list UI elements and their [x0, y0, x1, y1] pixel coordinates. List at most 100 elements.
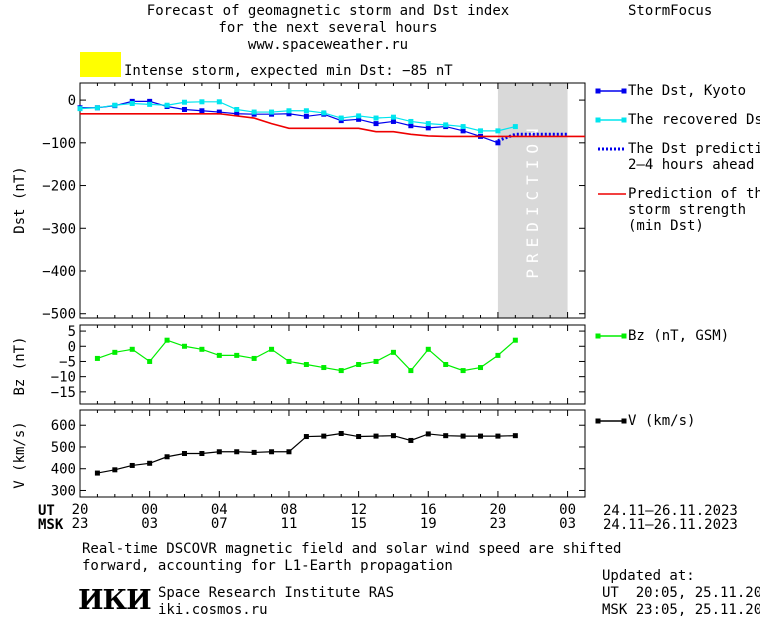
data-point	[164, 454, 170, 460]
data-point	[251, 449, 257, 455]
msk-date-range: 24.11–26.11.2023	[603, 517, 738, 533]
institute-site-link[interactable]: iki.cosmos.ru	[158, 602, 268, 618]
data-point	[94, 105, 100, 111]
y-tick-label: 400	[51, 462, 76, 478]
data-point	[216, 449, 222, 455]
ut-tick-label: 04	[211, 502, 228, 518]
series-line-0	[97, 432, 516, 474]
data-point	[495, 352, 501, 358]
ut-tick-label: 20	[72, 502, 89, 518]
data-point	[425, 125, 431, 131]
data-point	[460, 368, 466, 374]
legend-glyph-bz-marker	[621, 333, 627, 339]
msk-tick-label: 11	[281, 516, 298, 532]
data-point	[147, 101, 153, 107]
data-point	[460, 124, 466, 130]
data-point	[112, 467, 118, 473]
data-point	[164, 102, 170, 108]
brand-name: StormFocus	[628, 3, 713, 19]
data-point	[390, 349, 396, 355]
data-point	[373, 115, 379, 121]
data-point	[408, 437, 414, 443]
website-link[interactable]: www.spaceweather.ru	[247, 37, 409, 53]
y-tick-label: −500	[42, 307, 76, 323]
ut-date-range: 24.11–26.11.2023	[603, 503, 738, 519]
y-tick-label: −15	[51, 385, 76, 401]
msk-tick-label: 23	[72, 516, 89, 532]
data-point	[321, 110, 327, 116]
msk-tick-label: 23	[490, 516, 507, 532]
y-tick-label: −400	[42, 264, 76, 280]
legend-dst-kyoto: The Dst, Kyoto	[628, 83, 747, 99]
plot-frame	[79, 409, 586, 498]
data-point	[373, 121, 379, 127]
data-point	[199, 346, 205, 352]
data-point	[338, 430, 344, 436]
data-point	[269, 449, 275, 455]
y-tick-label: −100	[42, 136, 76, 152]
data-point	[460, 128, 466, 134]
data-point	[390, 433, 396, 439]
y-tick-label: 0	[68, 93, 76, 109]
legend-storm-strength-1: Prediction of the	[628, 186, 760, 202]
data-point	[443, 362, 449, 367]
y-tick-label: 5	[68, 324, 76, 340]
legend-glyph-v-marker	[621, 418, 627, 424]
legend-bz: Bz (nT, GSM)	[628, 328, 730, 344]
prediction-label: PREDICTION	[523, 122, 542, 278]
data-point	[286, 449, 292, 455]
series-line-3	[80, 112, 585, 138]
plot-frame	[79, 82, 586, 319]
data-point	[338, 118, 344, 124]
data-point	[373, 433, 379, 439]
data-point	[356, 113, 362, 119]
storm-status-text: Intense storm, expected min Dst: −85 nT	[124, 63, 453, 79]
data-point	[234, 106, 240, 112]
data-point	[373, 358, 379, 364]
y-tick-label: −10	[51, 370, 76, 386]
data-point	[443, 122, 449, 128]
data-point	[147, 358, 153, 364]
data-point	[408, 118, 414, 124]
msk-tick-label: 15	[350, 516, 367, 532]
chart-title-line-1: Forecast of geomagnetic storm and Dst in…	[146, 3, 510, 19]
data-point	[234, 449, 240, 455]
legend-glyph-recovered-marker	[595, 117, 601, 123]
data-point	[356, 434, 362, 440]
msk-tick-label: 07	[211, 516, 228, 532]
ut-tick-label: 20	[490, 502, 507, 518]
legend-storm-strength-3: (min Dst)	[628, 218, 704, 234]
data-point	[512, 124, 518, 130]
data-point	[164, 337, 170, 343]
msk-tick-label: 03	[141, 516, 158, 532]
data-point	[269, 109, 275, 115]
data-point	[425, 431, 431, 437]
data-point	[495, 140, 501, 146]
data-point	[443, 433, 449, 439]
data-point	[512, 433, 518, 439]
ut-tick-label: 08	[281, 502, 298, 518]
data-point	[408, 123, 414, 129]
data-point	[321, 433, 327, 439]
data-point	[129, 462, 135, 468]
data-point	[181, 343, 187, 349]
data-point	[408, 368, 414, 374]
y-tick-label: 0	[68, 339, 76, 355]
data-point	[181, 106, 187, 112]
data-point	[94, 470, 100, 476]
legend-recovered-dst: The recovered Dst	[628, 112, 760, 128]
storm-level-indicator	[80, 52, 121, 77]
y-axis-label: Dst (nT)	[12, 166, 28, 233]
data-point	[234, 352, 240, 358]
iki-logo: ИКИ	[78, 585, 152, 616]
data-point	[286, 108, 292, 114]
data-point	[321, 365, 327, 371]
msk-tick-label: 19	[420, 516, 437, 532]
ut-tick-label: 00	[559, 502, 576, 518]
data-point	[147, 98, 153, 104]
data-point	[390, 114, 396, 120]
data-point	[425, 121, 431, 127]
data-point	[147, 460, 153, 466]
data-point	[478, 433, 484, 439]
